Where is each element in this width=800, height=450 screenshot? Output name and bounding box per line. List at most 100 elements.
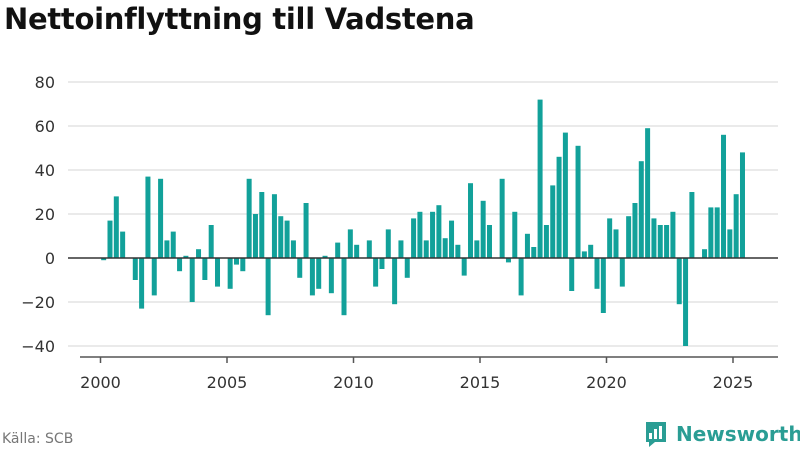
bar [303,203,309,258]
bar [265,258,271,316]
bar [151,258,157,296]
bar [227,258,233,289]
bar [537,99,543,258]
bar [347,229,353,258]
bar [480,200,486,258]
bar [177,258,183,272]
y-tick-label: 40 [35,161,55,180]
bar [512,211,518,258]
bar [651,218,657,258]
bar [271,194,277,258]
bar [531,247,537,258]
bar [322,255,328,258]
bar [664,225,670,258]
bar [259,192,265,258]
bar [689,192,695,258]
bar [215,258,221,287]
x-tick-label: 2000 [80,373,121,392]
bar [486,225,492,258]
bar [505,258,511,263]
bar [233,258,239,265]
bar [594,258,600,289]
bar [297,258,303,278]
bar [455,244,461,258]
bar [702,249,708,258]
bar [638,161,644,258]
bar [569,258,575,291]
bar [607,218,613,258]
bar [442,238,448,258]
bar [468,183,474,258]
bar [739,152,745,258]
bar [518,258,524,296]
bar [164,240,170,258]
bar [341,258,347,316]
bar [411,218,417,258]
bar [240,258,246,272]
bar [196,249,202,258]
bar [575,145,581,258]
bar [619,258,625,287]
x-axis: 2000 2005 2010 2015 2020 2025 [80,356,778,392]
bar [202,258,208,280]
y-tick-label: 0 [45,249,55,268]
bar [107,220,113,258]
bar [708,207,714,258]
x-tick-label: 2015 [460,373,501,392]
y-tick-label: 60 [35,117,55,136]
gridlines [68,81,778,347]
bars [101,99,745,346]
x-tick-label: 2025 [713,373,754,392]
bar [430,211,436,258]
bar [290,240,296,258]
bar [600,258,606,313]
bar [581,251,587,258]
y-tick-label: 20 [35,205,55,224]
bar [398,240,404,258]
bar [524,233,530,258]
y-tick-label: 80 [35,73,55,92]
x-tick-label: 2005 [207,373,248,392]
brand-name: Newsworthy [676,422,800,446]
bar [543,225,549,258]
bar [252,214,258,258]
bar [670,211,676,258]
bar [417,211,423,258]
bar [328,258,334,294]
bar [714,207,720,258]
bar [423,240,429,258]
bar [676,258,682,305]
x-tick-label: 2020 [586,373,627,392]
bar [373,258,379,287]
bar [404,258,410,278]
bar [733,194,739,258]
bar [316,258,322,289]
brand-logo: Newsworthy [644,420,800,448]
source-note: Källa: SCB [2,431,74,447]
bar [657,225,663,258]
bar [170,231,176,258]
bar [626,216,632,258]
bar [284,220,290,258]
bar [461,258,467,276]
bar [208,225,214,258]
bar [246,178,252,258]
bar [113,196,119,258]
bar [183,255,189,258]
bar [385,229,391,258]
bar [101,258,107,261]
bar [354,244,360,258]
bar [562,132,568,258]
bar [613,229,619,258]
bar [139,258,145,309]
bar [392,258,398,305]
x-tick-label: 2010 [333,373,374,392]
y-tick-label: −40 [21,337,55,356]
bar [120,231,126,258]
bar [474,240,480,258]
bar [499,178,505,258]
bar [727,229,733,258]
bar [556,156,562,258]
bar [632,203,638,258]
